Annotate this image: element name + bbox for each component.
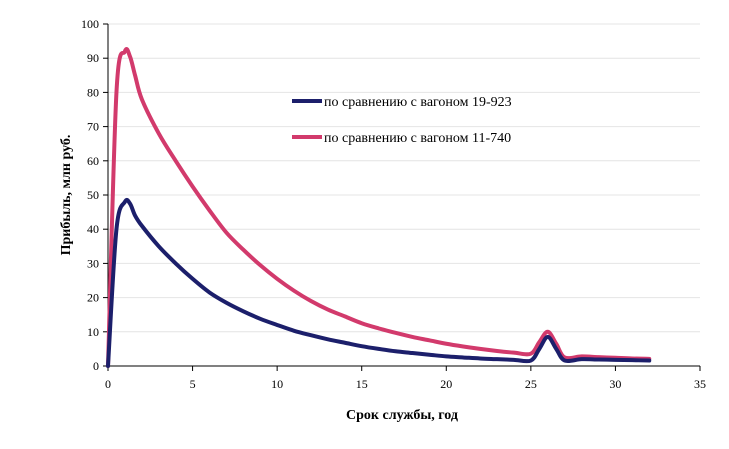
- y-axis-title: Прибыль, млн руб.: [59, 135, 74, 256]
- x-tick-label: 15: [356, 377, 368, 391]
- y-tick-label: 60: [87, 154, 99, 168]
- x-tick-label: 10: [271, 377, 283, 391]
- y-tick-label: 40: [87, 222, 99, 236]
- y-tick-label: 0: [93, 359, 99, 373]
- legend: по сравнению с вагоном 19-923 по сравнени…: [292, 95, 512, 146]
- series-lines: [106, 47, 652, 368]
- series-line: [106, 197, 652, 368]
- y-tick-label: 70: [87, 120, 99, 134]
- y-tick-label: 100: [81, 17, 99, 31]
- x-tick-label: 30: [609, 377, 621, 391]
- legend-label: по сравнению с вагоном 11-740: [324, 131, 511, 146]
- x-tick-label: 20: [440, 377, 452, 391]
- y-tick-label: 90: [87, 51, 99, 65]
- axes: 0 10 20 30 40 50 60 70 80 90 100 0 5 10 15 20 25 30 35: [81, 17, 706, 391]
- y-tick-label: 50: [87, 188, 99, 202]
- x-tick-label: 0: [105, 377, 111, 391]
- legend-label: по сравнению с вагоном 19-923: [324, 95, 512, 110]
- series-line: [106, 47, 652, 368]
- x-axis-title: Срок службы, год: [346, 408, 458, 423]
- x-tick-label: 5: [190, 377, 196, 391]
- x-tick-label: 35: [694, 377, 706, 391]
- y-tick-label: 10: [87, 325, 99, 339]
- y-tick-label: 30: [87, 256, 99, 270]
- x-tick-label: 25: [525, 377, 537, 391]
- y-tick-label: 80: [87, 85, 99, 99]
- y-tick-label: 20: [87, 291, 99, 305]
- gridlines: [108, 23, 700, 333]
